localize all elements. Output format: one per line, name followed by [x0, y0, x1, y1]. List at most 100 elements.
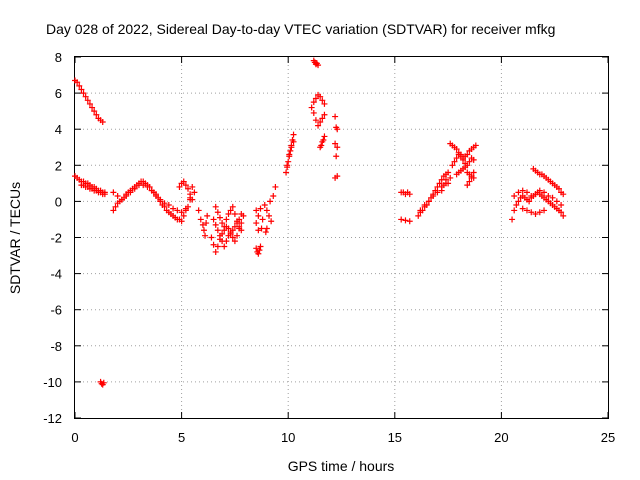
data-point — [231, 238, 238, 245]
data-point — [127, 189, 134, 196]
data-point — [321, 133, 328, 140]
data-point — [272, 183, 279, 190]
data-point — [110, 207, 117, 214]
data-point — [255, 227, 262, 234]
data-point — [532, 191, 539, 198]
y-tick-label: 0 — [55, 194, 62, 209]
data-point — [320, 137, 327, 144]
data-point — [93, 111, 100, 118]
x-tick-label: 0 — [71, 430, 78, 445]
chart-title: Day 028 of 2022, Sidereal Day-to-day VTE… — [46, 21, 555, 37]
data-point — [114, 192, 121, 199]
data-point — [225, 211, 232, 218]
data-point — [261, 202, 268, 209]
data-point — [118, 196, 125, 203]
data-point — [82, 93, 89, 100]
data-point — [317, 93, 324, 100]
data-point — [560, 191, 567, 198]
data-point — [553, 198, 560, 205]
y-tick-label: 6 — [55, 86, 62, 101]
data-point — [315, 62, 322, 69]
data-point — [197, 216, 204, 223]
data-point — [436, 180, 443, 187]
data-point — [176, 183, 183, 190]
data-point — [406, 218, 413, 225]
data-point — [541, 189, 548, 196]
y-tick-label: -4 — [50, 267, 62, 282]
data-points — [72, 57, 567, 388]
data-point — [415, 212, 422, 219]
data-point — [449, 162, 456, 169]
data-point — [560, 212, 567, 219]
data-point — [86, 100, 93, 107]
data-point — [288, 144, 295, 151]
data-point — [153, 191, 160, 198]
data-point — [466, 178, 473, 185]
data-point — [434, 189, 441, 196]
data-point — [221, 223, 228, 230]
data-point — [189, 196, 196, 203]
plot-frame — [74, 56, 609, 419]
data-point — [253, 220, 260, 227]
data-point — [101, 191, 108, 198]
data-point — [462, 164, 469, 171]
data-point — [519, 205, 526, 212]
data-point — [285, 158, 292, 165]
data-point — [210, 241, 217, 248]
data-point — [203, 220, 210, 227]
data-point — [78, 86, 85, 93]
data-point — [287, 147, 294, 154]
data-point — [76, 82, 83, 89]
data-point — [212, 248, 219, 255]
data-point — [263, 207, 270, 214]
y-tick-label: -8 — [50, 339, 62, 354]
data-point — [523, 189, 530, 196]
data-point — [178, 209, 185, 216]
data-point — [541, 207, 548, 214]
data-point — [268, 218, 275, 225]
data-point — [91, 108, 98, 115]
data-point — [204, 212, 211, 219]
data-point — [262, 229, 269, 236]
data-point — [528, 192, 535, 199]
axis-ticks — [74, 56, 609, 419]
data-point — [219, 220, 226, 227]
data-point — [332, 113, 339, 120]
y-tick-label: 4 — [55, 122, 62, 137]
data-point — [266, 212, 273, 219]
data-point — [513, 202, 520, 209]
data-point — [191, 189, 198, 196]
data-point — [321, 111, 328, 118]
data-point — [195, 207, 202, 214]
x-tick-label: 20 — [494, 430, 508, 445]
data-point — [536, 187, 543, 194]
data-point — [417, 207, 424, 214]
data-point — [257, 205, 264, 212]
data-point — [460, 156, 467, 163]
data-point — [451, 158, 458, 165]
data-point — [425, 198, 432, 205]
data-point — [208, 234, 215, 241]
data-point — [312, 117, 319, 124]
data-point — [319, 97, 326, 104]
data-point — [182, 205, 189, 212]
data-point — [234, 232, 241, 239]
data-point — [558, 209, 565, 216]
data-point — [123, 192, 130, 199]
data-point — [84, 97, 91, 104]
data-point — [257, 243, 264, 250]
data-point — [398, 216, 405, 223]
data-point — [558, 202, 565, 209]
data-point — [200, 227, 207, 234]
data-point — [317, 118, 324, 125]
data-point — [511, 192, 518, 199]
data-point — [234, 218, 241, 225]
x-tick-label: 10 — [281, 430, 295, 445]
data-point — [464, 151, 471, 158]
data-point — [447, 174, 454, 181]
data-point — [229, 234, 236, 241]
data-point — [466, 158, 473, 165]
y-tick-labels: 8 6 4 2 0 -2 -4 -6 -8 -10 -12 — [43, 50, 62, 426]
x-tick-label: 15 — [388, 430, 402, 445]
